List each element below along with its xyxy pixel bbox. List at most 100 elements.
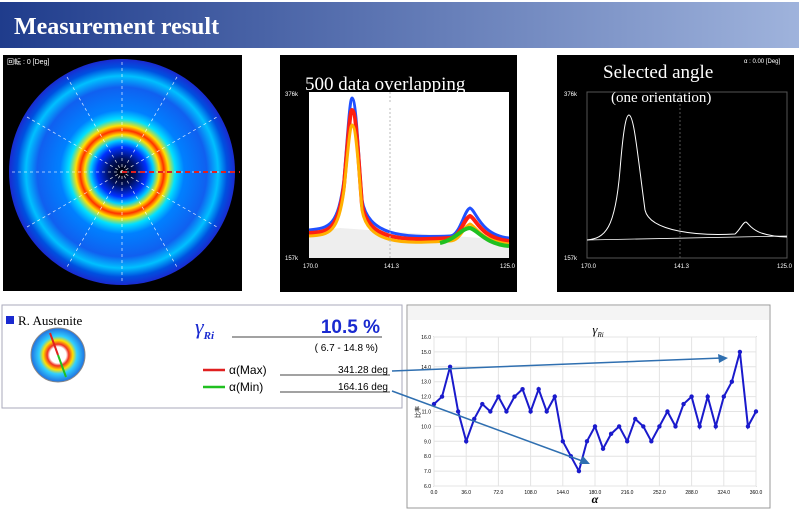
x-tick-label: 360.0 [750, 490, 763, 496]
symbol: γRi [195, 314, 215, 342]
data-point [480, 401, 485, 407]
data-point [431, 401, 437, 407]
axis-label: 157k [564, 256, 578, 262]
selected-panel [557, 55, 794, 292]
data-point [713, 424, 718, 429]
window-titlebar [408, 306, 769, 320]
axis-label: 125.0 [500, 264, 516, 270]
data-point [753, 409, 759, 414]
arrow [361, 99, 446, 116]
bullet [6, 316, 14, 324]
mini-marker [57, 354, 67, 378]
y-tick-label: 15.0 [421, 350, 431, 356]
ring-label: 回転 : 0 [Deg] [7, 58, 49, 66]
x-tick-label: 72.0 [494, 490, 504, 496]
data-point [552, 394, 557, 399]
data-point [689, 394, 694, 399]
y-tick-label: 9.0 [424, 439, 431, 445]
result-name: R. Austenite [18, 313, 83, 328]
chart-title-sub: Ri [596, 331, 603, 339]
x-tick-label: 216.0 [621, 490, 634, 496]
panel-title: 500 data overlapping [305, 74, 466, 95]
min-label: α(Min) [229, 380, 263, 394]
arrowhead [360, 95, 370, 104]
y-tick-label: 11.0 [422, 410, 432, 416]
data-point [439, 394, 445, 399]
x-tick-label: 0.0 [431, 490, 438, 496]
x-tick-label: 180.0 [589, 490, 602, 496]
x-tick-label: 252.0 [653, 490, 666, 496]
axis-label: 157k [285, 256, 299, 262]
data-point [488, 409, 493, 414]
arrow [471, 164, 486, 198]
data-point [608, 431, 614, 437]
data-point [472, 416, 477, 422]
data-point [584, 439, 590, 444]
baseline [586, 235, 788, 241]
x-axis-label: α [592, 492, 599, 506]
data-point [600, 446, 606, 451]
result-value: 10.5 % [321, 317, 380, 338]
data-point [729, 379, 735, 384]
arrowhead [718, 354, 728, 363]
data-point [625, 439, 630, 444]
data-point [536, 386, 541, 392]
data-point [633, 416, 638, 422]
y-axis-label: 比率 [414, 406, 422, 418]
x-tick-label: 144.0 [557, 490, 570, 496]
plot-area [586, 91, 788, 259]
data-point [697, 424, 702, 429]
header-bar [0, 2, 799, 48]
panel-title: Selected angle [603, 62, 713, 83]
data-point [504, 409, 509, 414]
data-point [512, 394, 517, 399]
y-tick-label: 10.0 [421, 424, 431, 430]
data-point [705, 394, 710, 399]
x-tick-label: 324.0 [718, 490, 731, 496]
panel-subtitle: (one orientation) [611, 90, 711, 106]
peak-label: α211 [445, 105, 487, 129]
peak-label: γ220 [455, 141, 497, 165]
y-tick-label: 7.0 [424, 469, 431, 475]
data-point [616, 424, 622, 429]
axis-label: 141.3 [384, 264, 400, 270]
axis-label: 141.3 [674, 264, 690, 270]
y-tick-label: 6.0 [424, 484, 431, 490]
y-tick-label: 14.0 [421, 365, 431, 371]
data-point [544, 409, 549, 414]
data-point [673, 424, 678, 429]
data-point [681, 401, 686, 407]
data-point [496, 394, 501, 399]
x-tick-label: 108.0 [524, 490, 537, 496]
min-value: 164.16 deg [338, 382, 388, 393]
angle-label: α : 0.00 [Deg] [744, 59, 780, 65]
data-point [520, 386, 525, 392]
x-tick-label: 36.0 [461, 490, 471, 496]
data-point [592, 424, 598, 429]
chart-title-symbol: γ [592, 322, 598, 337]
axis-label: 125.0 [777, 264, 793, 270]
axis-label: 170.0 [303, 264, 319, 270]
data-point [737, 349, 743, 355]
data-point [721, 394, 726, 399]
chart-window [406, 304, 771, 509]
curve [586, 114, 788, 241]
axis-label: 376k [564, 92, 578, 98]
x-tick-label: 288.0 [685, 490, 698, 496]
result-range: ( 6.7 - 14.8 %) [315, 343, 378, 354]
arrowhead [467, 192, 476, 202]
axis-label: 170.0 [581, 264, 597, 270]
y-tick-label: 8.0 [424, 454, 431, 460]
chart-title: γRi [592, 322, 603, 339]
data-point [641, 424, 646, 429]
data-point [560, 439, 565, 444]
max-value: 341.28 deg [338, 365, 388, 376]
y-tick-label: 13.0 [421, 380, 431, 386]
y-tick-label: 16.0 [421, 335, 431, 341]
header-title: Measurement result [14, 14, 219, 40]
connector [391, 357, 723, 463]
data-point [745, 424, 751, 429]
curve [439, 225, 510, 248]
data-point [528, 409, 533, 414]
max-label: α(Max) [229, 363, 267, 377]
